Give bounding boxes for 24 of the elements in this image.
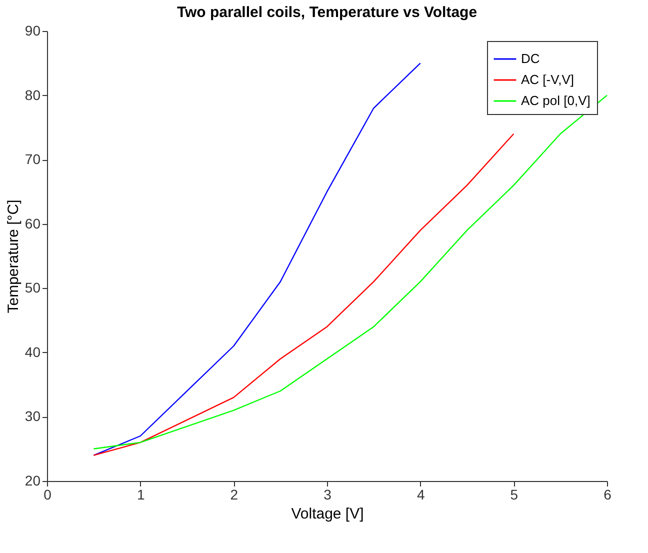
y-tick-label: 80 bbox=[24, 86, 41, 103]
x-tick-label: 0 bbox=[44, 486, 52, 502]
y-tick-label: 40 bbox=[24, 344, 41, 360]
x-axis-title: Voltage [V] bbox=[291, 506, 364, 522]
x-tick-label: 5 bbox=[510, 486, 518, 502]
y-axis-title: Temperature [°C] bbox=[4, 200, 22, 314]
legend-label: DC bbox=[521, 51, 540, 66]
x-tick-label: 1 bbox=[136, 486, 145, 502]
x-tick-label: 2 bbox=[230, 486, 238, 502]
line-series bbox=[93, 62, 421, 456]
y-tick-label: 50 bbox=[24, 280, 41, 296]
y-tick-label: 20 bbox=[24, 472, 41, 488]
legend-label: AC pol [0,V] bbox=[521, 93, 590, 108]
x-tick-label: 3 bbox=[324, 486, 332, 502]
y-tick-label: 30 bbox=[24, 408, 41, 424]
legend-label: AC [-V,V] bbox=[521, 72, 574, 87]
y-tick-label: 60 bbox=[24, 215, 41, 232]
x-tick-label: 6 bbox=[604, 486, 612, 502]
y-tick-label: 70 bbox=[24, 151, 41, 168]
y-tick-label: 90 bbox=[24, 22, 41, 38]
line-series bbox=[93, 133, 514, 456]
line-series bbox=[93, 94, 608, 450]
chart-title: Two parallel coils, Temperature vs Voltage bbox=[176, 4, 478, 21]
x-tick-label: 4 bbox=[416, 486, 425, 502]
